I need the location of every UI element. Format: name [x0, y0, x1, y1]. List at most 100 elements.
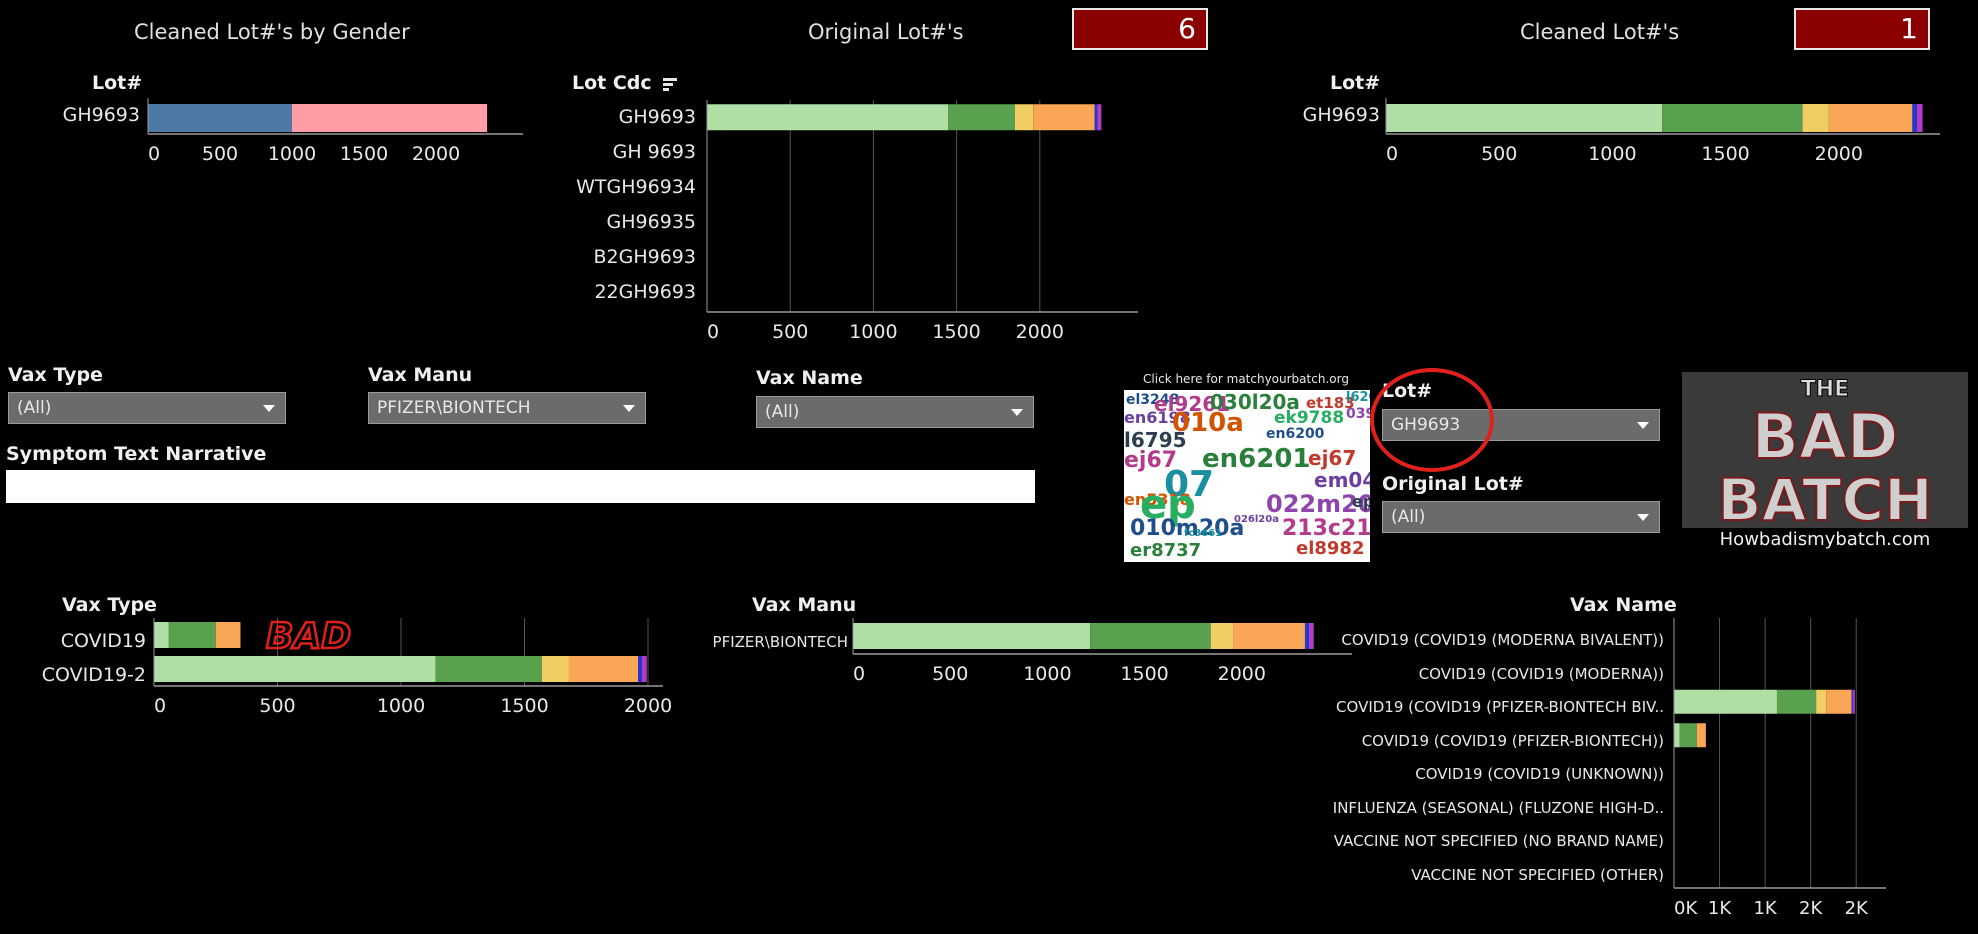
vax-name-dropdown[interactable]: (All): [756, 396, 1034, 428]
original-lot-filter-label: Original Lot#: [1382, 473, 1524, 495]
cleaned-row-label[interactable]: GH9693: [1302, 104, 1380, 126]
vax-manu-bar-segment[interactable]: [1308, 623, 1314, 649]
lot-dropdown[interactable]: GH9693: [1382, 409, 1660, 441]
row-label[interactable]: VACCINE NOT SPECIFIED (OTHER): [1411, 865, 1664, 884]
original-bar-segment[interactable]: [1033, 104, 1095, 131]
vax-name-bar-segment[interactable]: [1853, 689, 1855, 714]
wordcloud-word: ej67: [1124, 448, 1178, 473]
x-tick-label: 500: [932, 663, 968, 685]
original-bar-segment[interactable]: [948, 104, 1015, 131]
bad-batch-logo[interactable]: THE BAD BATCH: [1682, 372, 1968, 535]
original-bar-segment[interactable]: [1094, 104, 1098, 131]
x-tick-label: 1500: [500, 695, 548, 717]
chevron-down-icon: [1637, 422, 1649, 429]
vax-manu-bar-segment[interactable]: [1090, 623, 1211, 649]
sort-icon[interactable]: [662, 76, 678, 92]
cleaned-panel-title: Cleaned Lot#'s: [1520, 20, 1680, 44]
x-tick-label: 1000: [377, 695, 425, 717]
vax-type-bar-segment[interactable]: [154, 656, 436, 682]
vax-name-bar-segment[interactable]: [1826, 689, 1852, 714]
lot-dropdown-value: GH9693: [1391, 415, 1461, 435]
vax-name-bar-segment[interactable]: [1679, 723, 1697, 748]
row-label[interactable]: 22GH9693: [594, 281, 696, 303]
vax-type-bar-segment[interactable]: [215, 622, 241, 648]
x-tick-label: 500: [1481, 143, 1517, 165]
vax-name-bar-segment[interactable]: [1696, 723, 1706, 748]
row-label[interactable]: COVID19 (COVID19 (MODERNA)): [1418, 664, 1664, 683]
row-label[interactable]: COVID19-2: [41, 664, 146, 686]
vax-manu-bar-segment[interactable]: [1233, 623, 1305, 649]
vax-manu-bar-segment[interactable]: [1210, 623, 1234, 649]
vax-name-bar-segment[interactable]: [1674, 689, 1777, 714]
symptom-text-input[interactable]: [6, 470, 1035, 503]
cleaned-bar-segment[interactable]: [1828, 104, 1913, 132]
row-label[interactable]: COVID19 (COVID19 (PFIZER-BIONTECH BIV..: [1336, 698, 1664, 716]
row-label[interactable]: GH 9693: [612, 141, 696, 163]
x-tick-label: 0: [1386, 143, 1398, 165]
chevron-down-icon: [1011, 409, 1023, 416]
cleaned-bar-segment[interactable]: [1386, 104, 1663, 132]
vax-name-bar-segment[interactable]: [1851, 689, 1854, 714]
x-tick-label: 2000: [1016, 321, 1064, 343]
vax-type-dropdown[interactable]: (All): [8, 392, 286, 424]
vax-manu-chart: 0 500 1000 1500 2000: [852, 618, 1352, 685]
x-tick-label: 500: [772, 321, 808, 343]
row-label[interactable]: GH9693: [618, 106, 696, 128]
original-lots-chart: 0 500 1000 1500 2000: [706, 100, 1138, 343]
vax-manu-bar-segment[interactable]: [853, 623, 1091, 649]
gender-bar-segment[interactable]: [292, 104, 488, 132]
vax-name-bar-segment[interactable]: [1674, 723, 1680, 748]
vax-type-bar-segment[interactable]: [168, 622, 216, 648]
chevron-down-icon: [1637, 514, 1649, 521]
wordcloud-word: 010a: [1172, 408, 1244, 438]
vax-manu-dropdown[interactable]: PFIZER\BIONTECH: [368, 392, 646, 424]
original-panel-title: Original Lot#'s: [808, 20, 964, 44]
wordcloud-word: 030l20a: [1210, 390, 1300, 414]
lot-filter-label: Lot#: [1382, 380, 1433, 402]
row-label[interactable]: PFIZER\BIONTECH: [712, 633, 848, 651]
vax-type-bar-segment[interactable]: [568, 656, 639, 682]
row-label[interactable]: COVID19: [60, 630, 146, 652]
wordcloud-word: el8982: [1296, 538, 1365, 559]
row-label[interactable]: INFLUENZA (SEASONAL) (FLUZONE HIGH-D..: [1332, 798, 1664, 817]
vax-type-bar-segment[interactable]: [435, 656, 542, 682]
cleaned-chart: 0 500 1000 1500 2000: [1385, 98, 1940, 165]
cleaned-col-header: Lot#: [1330, 72, 1381, 94]
cleaned-bar-segment[interactable]: [1662, 104, 1803, 132]
row-label[interactable]: B2GH9693: [593, 246, 697, 268]
row-label[interactable]: GH96935: [606, 211, 696, 233]
vax-name-bar-segment[interactable]: [1776, 689, 1817, 714]
row-label[interactable]: COVID19 (COVID19 (PFIZER-BIONTECH)): [1361, 731, 1664, 750]
wordcloud-word: l6202: [1346, 390, 1370, 405]
vax-type-bar-segment[interactable]: [154, 622, 169, 648]
cleaned-bar-segment[interactable]: [1912, 104, 1917, 132]
vax-name-bar-segment[interactable]: [1816, 689, 1827, 714]
vax-manu-bar-segment[interactable]: [1304, 623, 1309, 649]
cleaned-bar-segment[interactable]: [1916, 104, 1923, 132]
logo-line1: THE: [1801, 377, 1849, 402]
original-bar-segment[interactable]: [1014, 104, 1034, 131]
row-label[interactable]: WTGH96934: [576, 176, 696, 198]
x-tick-label: 1000: [268, 143, 316, 165]
row-label[interactable]: COVID19 (COVID19 (MODERNA BIVALENT)): [1341, 631, 1664, 649]
vax-type-chart: 0 500 1000 1500 2000: [153, 618, 672, 717]
vax-type-bar-segment[interactable]: [641, 656, 647, 682]
cleaned-bar-segment[interactable]: [1802, 104, 1829, 132]
x-tick-label: 1000: [1023, 663, 1071, 685]
row-label[interactable]: VACCINE NOT SPECIFIED (NO BRAND NAME): [1333, 832, 1664, 850]
promo-caption[interactable]: Click here for matchyourbatch.org: [1143, 372, 1349, 386]
wordcloud-word: 039k20: [1346, 406, 1370, 422]
gender-bar-segment[interactable]: [148, 104, 292, 132]
lot-cdc-header[interactable]: Lot Cdc: [572, 72, 678, 94]
row-label[interactable]: COVID19 (COVID19 (UNKNOWN)): [1415, 765, 1664, 783]
x-tick-label: 500: [202, 143, 238, 165]
x-tick-label: 2K: [1799, 898, 1823, 919]
gender-row-label[interactable]: GH9693: [62, 104, 140, 126]
vax-type-bar-segment[interactable]: [541, 656, 569, 682]
original-bar-segment[interactable]: [1097, 104, 1102, 131]
original-lot-dropdown[interactable]: (All): [1382, 501, 1660, 533]
site-link[interactable]: Howbadismybatch.com: [1719, 529, 1931, 550]
vax-type-bar-segment[interactable]: [638, 656, 642, 682]
original-bar-segment[interactable]: [707, 104, 949, 131]
